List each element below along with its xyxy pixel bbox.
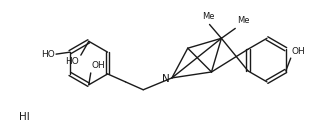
Text: HI: HI xyxy=(20,112,30,123)
Text: OH: OH xyxy=(92,61,106,70)
Text: HO: HO xyxy=(41,50,55,59)
Text: N: N xyxy=(162,74,170,84)
Text: Me: Me xyxy=(237,16,250,25)
Text: Me: Me xyxy=(202,13,215,21)
Text: OH: OH xyxy=(292,47,305,56)
Text: HO: HO xyxy=(65,57,79,66)
